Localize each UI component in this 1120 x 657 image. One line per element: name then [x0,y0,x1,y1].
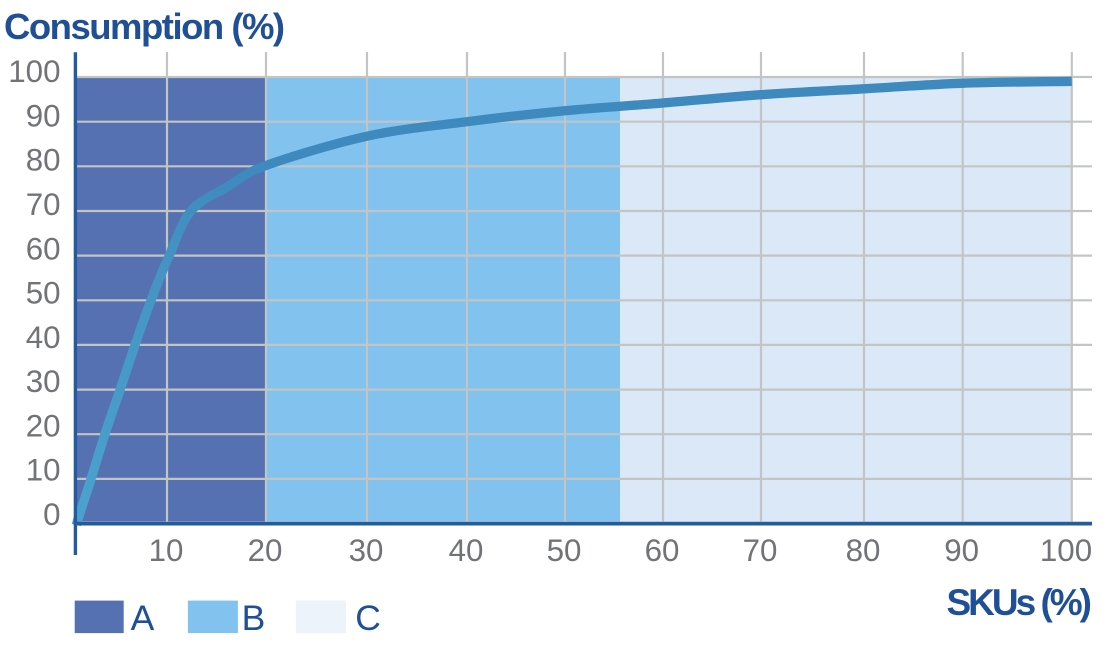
svg-text:70: 70 [743,533,778,568]
svg-text:20: 20 [248,533,283,568]
svg-text:40: 40 [449,533,484,568]
svg-text:50: 50 [547,533,582,568]
svg-text:60: 60 [26,231,61,266]
svg-text:80: 80 [846,533,881,568]
svg-text:90: 90 [944,533,979,568]
svg-text:50: 50 [26,276,61,311]
svg-text:30: 30 [26,364,61,399]
svg-text:60: 60 [645,533,680,568]
svg-text:A: A [131,598,155,638]
svg-text:SKUs (%): SKUs (%) [946,582,1090,623]
svg-text:30: 30 [349,533,384,568]
svg-text:Consumption (%): Consumption (%) [4,6,284,47]
svg-text:20: 20 [26,408,61,443]
svg-text:C: C [355,598,381,638]
svg-text:100: 100 [8,54,60,89]
svg-text:100: 100 [1040,533,1092,568]
svg-text:10: 10 [26,453,61,488]
svg-text:0: 0 [43,497,60,532]
svg-text:B: B [242,598,266,638]
svg-text:90: 90 [26,99,61,134]
svg-text:70: 70 [26,187,61,222]
svg-text:40: 40 [26,320,61,355]
svg-text:10: 10 [149,533,184,568]
svg-text:80: 80 [26,143,61,178]
